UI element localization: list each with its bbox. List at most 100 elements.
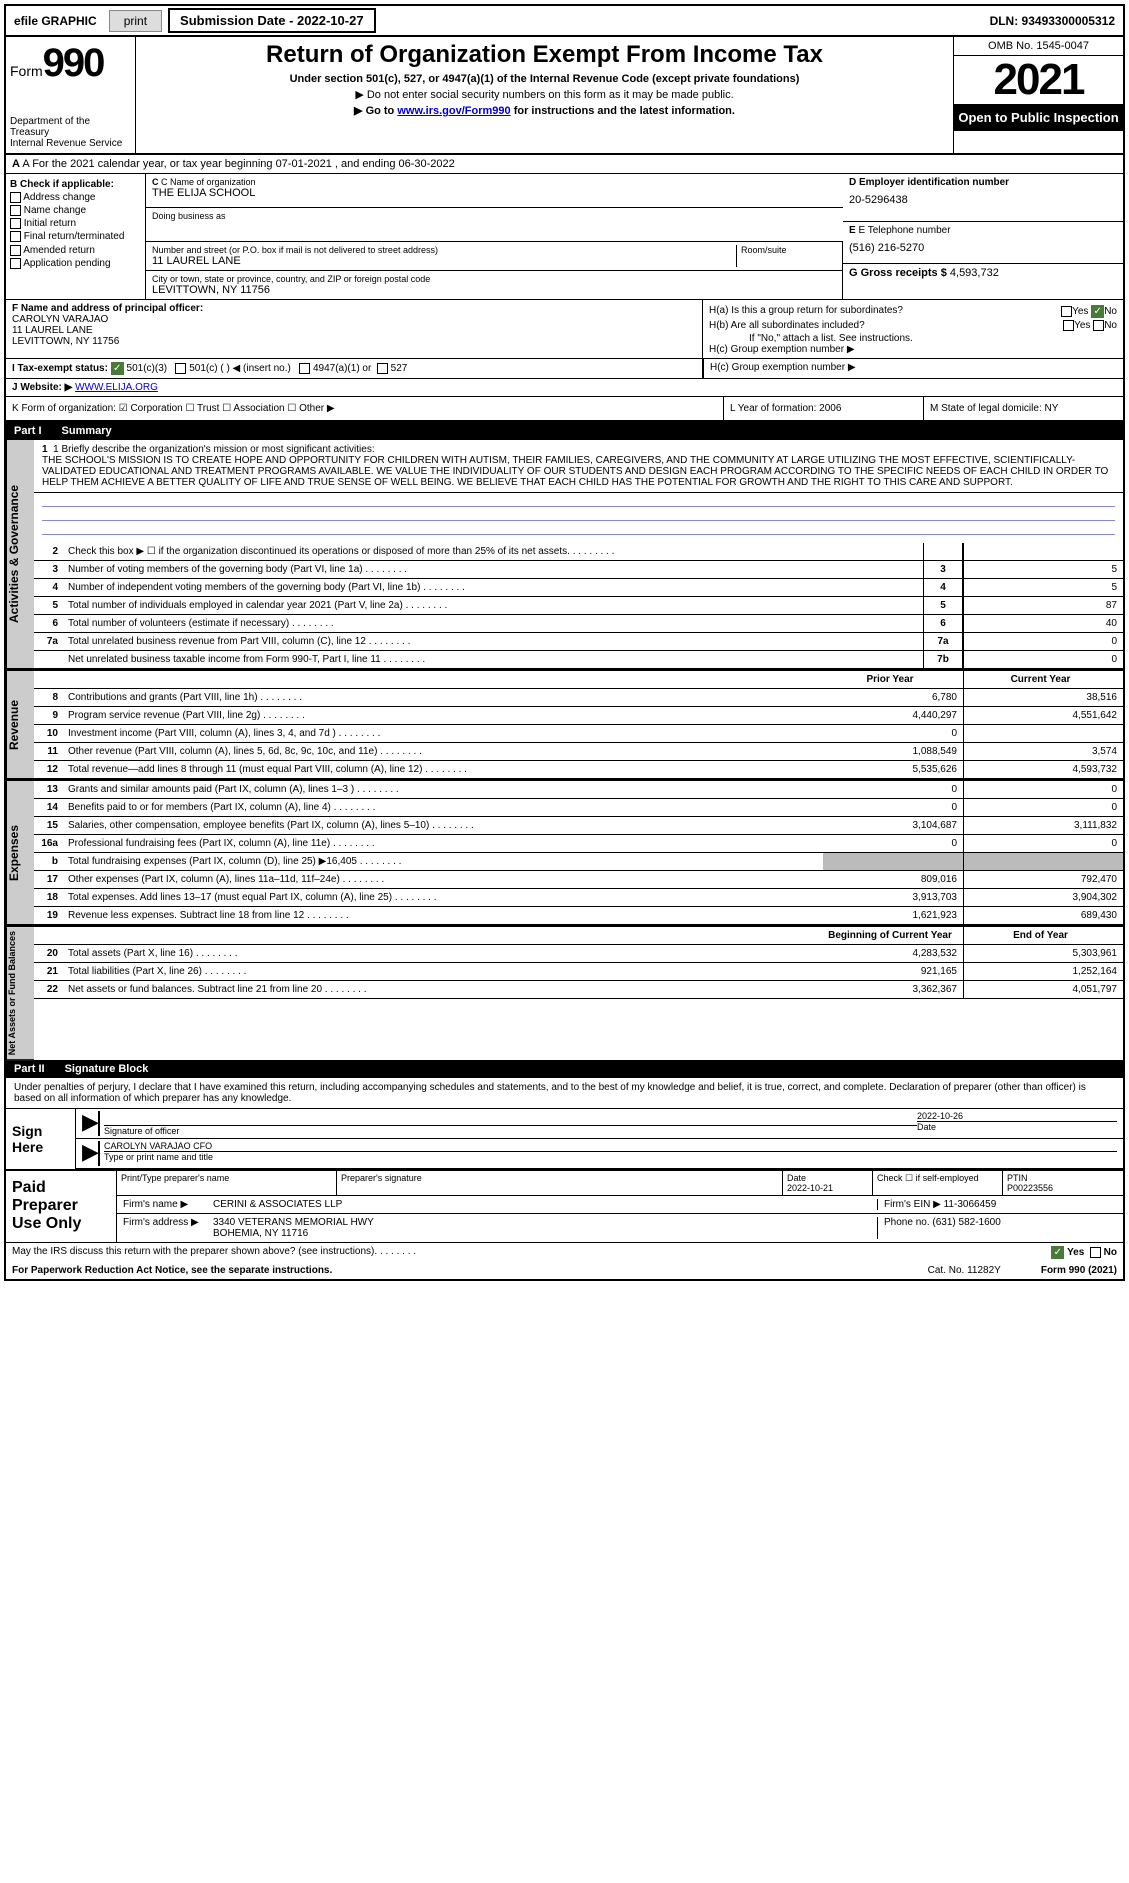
check-icon: ✓ [1091,305,1104,318]
dept-label: Department of the Treasury Internal Reve… [10,116,131,149]
sig-date: 2022-10-26 Date [917,1111,1117,1136]
mission-text: THE SCHOOL'S MISSION IS TO CREATE HOPE A… [42,455,1115,488]
tax-year: 2021 [954,56,1123,104]
checkbox-icon[interactable] [1063,320,1074,331]
side-exp: Expenses [6,781,34,925]
gross-value: 4,593,732 [950,267,999,279]
form-header: Form990 Department of the Treasury Inter… [6,37,1123,155]
checkbox-item: Initial return [10,218,141,229]
summary-line: 3Number of voting members of the governi… [34,561,1123,579]
checkbox-icon[interactable] [1093,320,1104,331]
summary-line: 10Investment income (Part VIII, column (… [34,725,1123,743]
current-header: Current Year [963,671,1123,688]
side-net: Net Assets or Fund Balances [6,927,34,1060]
checkbox-icon[interactable] [10,205,21,216]
blank-line [42,507,1115,521]
i-box: I Tax-exempt status: ✓ 501(c)(3) 501(c) … [6,359,703,378]
prior-header: Prior Year [823,671,963,688]
summary-line: 20Total assets (Part X, line 16)4,283,53… [34,945,1123,963]
dln: DLN: 93493300005312 [990,14,1121,28]
summary-line: 22Net assets or fund balances. Subtract … [34,981,1123,999]
form-prefix: Form [10,63,43,79]
bottom-row: For Paperwork Reduction Act Notice, see … [6,1262,1123,1279]
sign-here-row: Sign Here ▶ Signature of officer 2022-10… [6,1109,1123,1169]
main-info: B Check if applicable: Address change Na… [6,174,1123,300]
top-bar: efile GRAPHIC print Submission Date - 20… [6,6,1123,37]
summary-line: 17Other expenses (Part IX, column (A), l… [34,871,1123,889]
tel-value: (516) 216-5270 [849,242,1117,254]
part1-header: Part I Summary [6,422,1123,440]
col-header-row: Beginning of Current Year End of Year [34,927,1123,945]
ein-value: 20-5296438 [849,194,1117,206]
ein-box: D Employer identification number 20-5296… [843,174,1123,222]
revenue-section: Revenue Prior Year Current Year 8Contrib… [6,669,1123,779]
i-row: I Tax-exempt status: ✓ 501(c)(3) 501(c) … [6,359,1123,379]
print-button[interactable]: print [109,10,162,32]
prep-date-cell: Date2022-10-21 [783,1171,873,1195]
checkbox-icon[interactable] [175,363,186,374]
irs-link[interactable]: www.irs.gov/Form990 [397,105,510,117]
checkbox-icon[interactable] [377,363,388,374]
summary-line: 16aProfessional fundraising fees (Part I… [34,835,1123,853]
checkbox-icon[interactable] [299,363,310,374]
paid-label: Paid Preparer Use Only [6,1171,116,1242]
blank-line [42,521,1115,535]
h-box: H(a) Is this a group return for subordin… [703,300,1123,358]
checkbox-icon[interactable] [10,245,21,256]
governance-section: Activities & Governance 1 1 Briefly desc… [6,440,1123,669]
checkbox-icon[interactable] [10,231,21,242]
blank-line [42,493,1115,507]
hc-box: H(c) Group exemption number ▶ [703,359,1123,378]
website-link[interactable]: WWW.ELIJA.ORG [75,382,158,393]
summary-line: 8Contributions and grants (Part VIII, li… [34,689,1123,707]
officer-sig-field[interactable]: Signature of officer [98,1111,917,1136]
form-container: efile GRAPHIC print Submission Date - 20… [4,4,1125,1281]
begin-header: Beginning of Current Year [823,927,963,944]
summary-line: 21Total liabilities (Part X, line 26)921… [34,963,1123,981]
org-address: 11 LAUREL LANE [152,255,736,267]
prep-name-cell: Print/Type preparer's name [117,1171,337,1195]
header-center: Return of Organization Exempt From Incom… [136,37,953,153]
summary-line: 12Total revenue—add lines 8 through 11 (… [34,761,1123,779]
checkbox-item: Application pending [10,258,141,269]
checkbox-icon[interactable] [10,218,21,229]
checkbox-item: Final return/terminated [10,231,141,242]
summary-line: 13Grants and similar amounts paid (Part … [34,781,1123,799]
l-box: L Year of formation: 2006 [723,397,923,420]
omb-number: OMB No. 1545-0047 [954,37,1123,56]
end-header: End of Year [963,927,1123,944]
form-subtitle: Under section 501(c), 527, or 4947(a)(1)… [146,73,943,85]
check-icon: ✓ [111,362,124,375]
ptin-cell: PTINP00223556 [1003,1171,1123,1195]
summary-line: 15Salaries, other compensation, employee… [34,817,1123,835]
arrow-icon: ▶ [82,1141,98,1166]
city-box: City or town, state or province, country… [146,271,843,299]
efile-label: efile GRAPHIC [8,12,103,30]
checkbox-icon[interactable] [1061,306,1072,317]
org-city: LEVITTOWN, NY 11756 [152,284,836,296]
col-header-row: Prior Year Current Year [34,671,1123,689]
header-right: OMB No. 1545-0047 2021 Open to Public In… [953,37,1123,153]
officer-name: CAROLYN VARAJAO [12,314,696,325]
checkbox-icon[interactable] [1090,1247,1101,1258]
org-name-box: C C Name of organization THE ELIJA SCHOO… [146,174,843,208]
checkbox-icon[interactable] [10,192,21,203]
klm-row: K Form of organization: ☑ Corporation ☐ … [6,397,1123,422]
col-b: B Check if applicable: Address change Na… [6,174,146,299]
col-d: D Employer identification number 20-5296… [843,174,1123,299]
summary-line: 14Benefits paid to or for members (Part … [34,799,1123,817]
checkbox-icon[interactable] [10,258,21,269]
officer-addr: 11 LAUREL LANE LEVITTOWN, NY 11756 [12,325,696,347]
note-link: ▶ Go to www.irs.gov/Form990 for instruct… [146,104,943,117]
col-c: C C Name of organization THE ELIJA SCHOO… [146,174,843,299]
expenses-section: Expenses 13Grants and similar amounts pa… [6,779,1123,925]
fh-row: F Name and address of principal officer:… [6,300,1123,359]
self-emp-cell: Check ☐ if self-employed [873,1171,1003,1195]
summary-line: 2Check this box ▶ ☐ if the organization … [34,543,1123,561]
paid-preparer-row: Paid Preparer Use Only Print/Type prepar… [6,1169,1123,1242]
side-rev: Revenue [6,671,34,779]
sig-declaration: Under penalties of perjury, I declare th… [6,1078,1123,1109]
summary-line: 11Other revenue (Part VIII, column (A), … [34,743,1123,761]
gross-box: G Gross receipts $ 4,593,732 [843,264,1123,282]
form-ref: Form 990 (2021) [1041,1265,1117,1276]
